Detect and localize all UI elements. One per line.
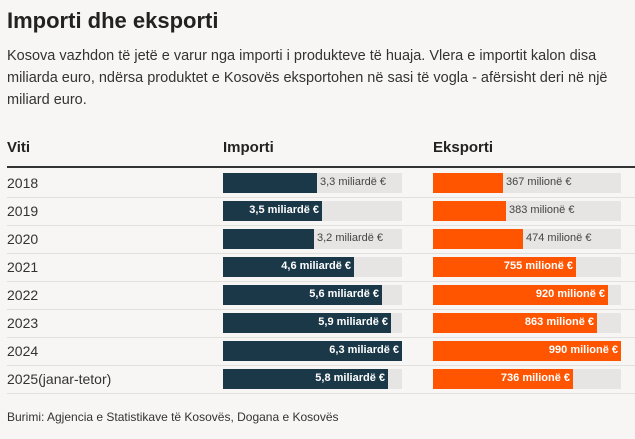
year-label: 2021	[7, 259, 39, 275]
import-bar	[223, 369, 388, 389]
export-bar-track: 863 milionë €	[433, 313, 621, 333]
table-row: 2018 3,3 miliardë € 367 milionë €	[7, 169, 635, 198]
import-bar-track: 6,3 miliardë €	[223, 341, 402, 361]
column-header-year: Viti	[7, 139, 31, 156]
export-bar-track: 474 milionë €	[433, 229, 621, 249]
import-value-label: 5,9 miliardë €	[318, 316, 388, 328]
header-divider	[7, 166, 635, 168]
export-bar	[433, 285, 608, 305]
import-bar-track: 4,6 miliardë €	[223, 257, 402, 277]
export-value-label: 474 milionë €	[526, 232, 592, 244]
chart-title: Importi dhe eksporti	[7, 8, 219, 33]
import-value-label: 5,8 miliardë €	[315, 372, 385, 384]
export-value-label: 755 milionë €	[503, 260, 573, 272]
import-bar-track: 3,2 miliardë €	[223, 229, 402, 249]
year-label: 2018	[7, 175, 39, 191]
export-bar-track: 990 milionë €	[433, 341, 621, 361]
import-bar	[223, 173, 317, 193]
year-label: 2025(janar-tetor)	[7, 371, 112, 387]
export-value-label: 863 milionë €	[524, 316, 594, 328]
table-row: 2023 5,9 miliardë € 863 milionë €	[7, 309, 635, 338]
import-value-label: 6,3 miliardë €	[329, 344, 399, 356]
year-label: 2023	[7, 315, 39, 331]
year-label: 2024	[7, 343, 39, 359]
import-bar-track: 5,6 miliardë €	[223, 285, 402, 305]
import-bar	[223, 285, 382, 305]
import-value-label: 3,5 miliardë €	[249, 204, 319, 216]
table-row: 2021 4,6 miliardë € 755 milionë €	[7, 253, 635, 282]
source-note: Burimi: Agjencia e Statistikave të Kosov…	[7, 410, 339, 424]
chart-description: Kosova vazhdon të jetë e varur nga impor…	[7, 48, 608, 108]
import-value-label: 4,6 miliardë €	[281, 260, 351, 272]
import-value-label: 5,6 miliardë €	[309, 288, 379, 300]
export-bar	[433, 341, 621, 361]
import-bar-track: 5,8 miliardë €	[223, 369, 402, 389]
export-value-label: 990 milionë €	[548, 344, 618, 356]
table-row: 2024 6,3 miliardë € 990 milionë €	[7, 337, 635, 366]
import-bar	[223, 201, 322, 221]
import-bar-track: 3,5 miliardë €	[223, 201, 402, 221]
export-value-label: 736 milionë €	[500, 372, 570, 384]
export-value-label: 367 milionë €	[506, 176, 572, 188]
export-bar	[433, 201, 506, 221]
import-value-label: 3,2 miliardë €	[317, 232, 384, 244]
column-header-import: Importi	[223, 139, 274, 156]
table-row: 2025(janar-tetor) 5,8 miliardë € 736 milio…	[7, 365, 635, 394]
year-label: 2019	[7, 203, 39, 219]
export-bar-track: 920 milionë €	[433, 285, 621, 305]
import-bar	[223, 313, 391, 333]
column-header-export: Eksporti	[433, 139, 494, 156]
year-label: 2022	[7, 287, 39, 303]
export-bar-track: 367 milionë €	[433, 173, 621, 193]
table-row: 2020 3,2 miliardë € 474 milionë €	[7, 225, 635, 254]
export-bar	[433, 369, 573, 389]
export-value-label: 920 milionë €	[535, 288, 605, 300]
export-bar	[433, 229, 523, 249]
export-bar-track: 736 milionë €	[433, 369, 621, 389]
import-bar-track: 3,3 miliardë €	[223, 173, 402, 193]
import-bar-track: 5,9 miliardë €	[223, 313, 402, 333]
export-bar-track: 755 milionë €	[433, 257, 621, 277]
import-bar	[223, 257, 354, 277]
export-bar	[433, 313, 597, 333]
export-bar-track: 383 milionë €	[433, 201, 621, 221]
import-bar	[223, 229, 314, 249]
year-label: 2020	[7, 231, 39, 247]
table-row: 2022 5,6 miliardë € 920 milionë €	[7, 281, 635, 310]
export-value-label: 383 milionë €	[509, 204, 575, 216]
import-bar	[223, 341, 402, 361]
import-value-label: 3,3 miliardë €	[320, 176, 387, 188]
export-bar	[433, 173, 503, 193]
table-row: 2019 3,5 miliardë € 383 milionë €	[7, 197, 635, 226]
export-bar	[433, 257, 576, 277]
